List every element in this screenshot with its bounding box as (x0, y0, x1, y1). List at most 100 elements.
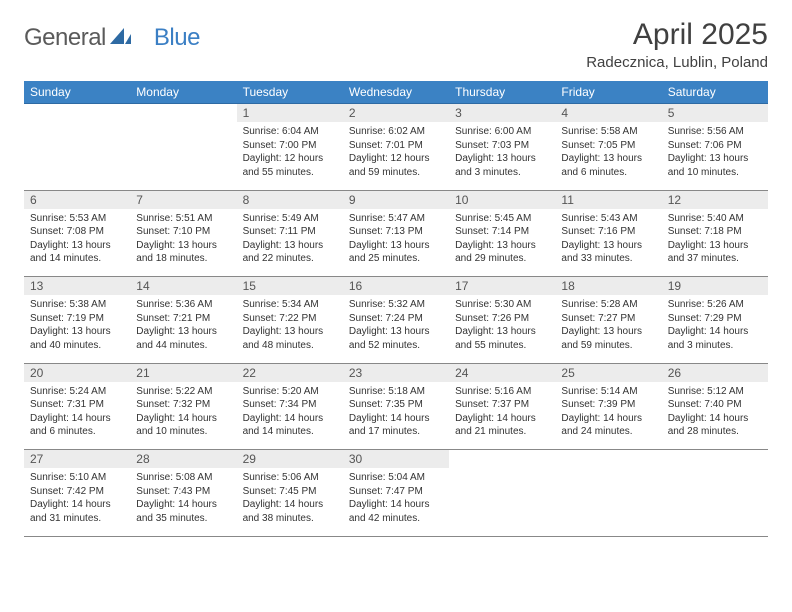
title-block: April 2025 Radecznica, Lublin, Poland (586, 18, 768, 71)
day-number-cell (130, 104, 236, 123)
daylight-text: Daylight: 14 hours and 24 minutes. (561, 412, 655, 439)
weekday-thursday: Thursday (449, 81, 555, 104)
page-header: General Blue April 2025 Radecznica, Lubl… (24, 18, 768, 71)
sunrise-text: Sunrise: 5:16 AM (455, 385, 549, 399)
day-detail-cell: Sunrise: 5:53 AMSunset: 7:08 PMDaylight:… (24, 209, 130, 277)
daylight-text: Daylight: 13 hours and 44 minutes. (136, 325, 230, 352)
day-number-cell: 14 (130, 277, 236, 296)
day-detail-cell: Sunrise: 5:22 AMSunset: 7:32 PMDaylight:… (130, 382, 236, 450)
day-number-cell: 22 (237, 363, 343, 382)
day-detail-cell: Sunrise: 5:36 AMSunset: 7:21 PMDaylight:… (130, 295, 236, 363)
day-detail-cell: Sunrise: 5:49 AMSunset: 7:11 PMDaylight:… (237, 209, 343, 277)
sunset-text: Sunset: 7:31 PM (30, 398, 124, 412)
weekday-tuesday: Tuesday (237, 81, 343, 104)
weekday-friday: Friday (555, 81, 661, 104)
sunset-text: Sunset: 7:16 PM (561, 225, 655, 239)
sunset-text: Sunset: 7:19 PM (30, 312, 124, 326)
day-detail-cell (24, 122, 130, 190)
daylight-text: Daylight: 13 hours and 37 minutes. (668, 239, 762, 266)
sunrise-text: Sunrise: 5:40 AM (668, 212, 762, 226)
day-number-cell: 7 (130, 190, 236, 209)
daylight-text: Daylight: 14 hours and 17 minutes. (349, 412, 443, 439)
day-number-cell: 10 (449, 190, 555, 209)
sunset-text: Sunset: 7:45 PM (243, 485, 337, 499)
day-detail-cell: Sunrise: 5:45 AMSunset: 7:14 PMDaylight:… (449, 209, 555, 277)
daylight-text: Daylight: 13 hours and 14 minutes. (30, 239, 124, 266)
daylight-text: Daylight: 13 hours and 52 minutes. (349, 325, 443, 352)
daylight-text: Daylight: 13 hours and 48 minutes. (243, 325, 337, 352)
sunset-text: Sunset: 7:10 PM (136, 225, 230, 239)
sunset-text: Sunset: 7:32 PM (136, 398, 230, 412)
day-number-cell: 1 (237, 104, 343, 123)
day-number-cell: 25 (555, 363, 661, 382)
day-detail-cell: Sunrise: 5:10 AMSunset: 7:42 PMDaylight:… (24, 468, 130, 536)
weekday-sunday: Sunday (24, 81, 130, 104)
day-detail-cell: Sunrise: 6:00 AMSunset: 7:03 PMDaylight:… (449, 122, 555, 190)
sunrise-text: Sunrise: 5:12 AM (668, 385, 762, 399)
sunrise-text: Sunrise: 5:20 AM (243, 385, 337, 399)
daylight-text: Daylight: 14 hours and 3 minutes. (668, 325, 762, 352)
day-number-cell: 15 (237, 277, 343, 296)
day-number-cell (449, 450, 555, 469)
day-number-cell: 11 (555, 190, 661, 209)
daylight-text: Daylight: 13 hours and 25 minutes. (349, 239, 443, 266)
logo: General Blue (24, 24, 200, 52)
day-number-cell: 29 (237, 450, 343, 469)
sunrise-text: Sunrise: 5:10 AM (30, 471, 124, 485)
sunrise-text: Sunrise: 5:18 AM (349, 385, 443, 399)
day-detail-cell: Sunrise: 5:04 AMSunset: 7:47 PMDaylight:… (343, 468, 449, 536)
day-detail-cell: Sunrise: 5:30 AMSunset: 7:26 PMDaylight:… (449, 295, 555, 363)
day-number-cell (555, 450, 661, 469)
day-number-cell: 13 (24, 277, 130, 296)
day-detail-cell (449, 468, 555, 536)
day-detail-row: Sunrise: 6:04 AMSunset: 7:00 PMDaylight:… (24, 122, 768, 190)
day-number-cell: 28 (130, 450, 236, 469)
sunset-text: Sunset: 7:14 PM (455, 225, 549, 239)
daylight-text: Daylight: 13 hours and 6 minutes. (561, 152, 655, 179)
day-detail-cell: Sunrise: 5:58 AMSunset: 7:05 PMDaylight:… (555, 122, 661, 190)
logo-text-general: General (24, 24, 106, 52)
sunset-text: Sunset: 7:08 PM (30, 225, 124, 239)
sunset-text: Sunset: 7:40 PM (668, 398, 762, 412)
sunrise-text: Sunrise: 5:34 AM (243, 298, 337, 312)
sunset-text: Sunset: 7:27 PM (561, 312, 655, 326)
day-number-cell: 6 (24, 190, 130, 209)
sunset-text: Sunset: 7:24 PM (349, 312, 443, 326)
day-number-cell: 5 (662, 104, 768, 123)
month-title: April 2025 (586, 18, 768, 52)
daylight-text: Daylight: 14 hours and 10 minutes. (136, 412, 230, 439)
daylight-text: Daylight: 14 hours and 31 minutes. (30, 498, 124, 525)
daylight-text: Daylight: 13 hours and 55 minutes. (455, 325, 549, 352)
sunset-text: Sunset: 7:13 PM (349, 225, 443, 239)
sunrise-text: Sunrise: 5:47 AM (349, 212, 443, 226)
day-detail-cell: Sunrise: 5:20 AMSunset: 7:34 PMDaylight:… (237, 382, 343, 450)
day-detail-cell: Sunrise: 5:47 AMSunset: 7:13 PMDaylight:… (343, 209, 449, 277)
day-detail-row: Sunrise: 5:38 AMSunset: 7:19 PMDaylight:… (24, 295, 768, 363)
weekday-wednesday: Wednesday (343, 81, 449, 104)
day-number-cell: 26 (662, 363, 768, 382)
day-detail-cell: Sunrise: 6:02 AMSunset: 7:01 PMDaylight:… (343, 122, 449, 190)
sunrise-text: Sunrise: 5:45 AM (455, 212, 549, 226)
sunset-text: Sunset: 7:37 PM (455, 398, 549, 412)
sunrise-text: Sunrise: 5:43 AM (561, 212, 655, 226)
sunset-text: Sunset: 7:21 PM (136, 312, 230, 326)
weekday-header-row: Sunday Monday Tuesday Wednesday Thursday… (24, 81, 768, 104)
sunrise-text: Sunrise: 5:14 AM (561, 385, 655, 399)
sunset-text: Sunset: 7:26 PM (455, 312, 549, 326)
sunset-text: Sunset: 7:00 PM (243, 139, 337, 153)
sunset-text: Sunset: 7:29 PM (668, 312, 762, 326)
sunset-text: Sunset: 7:03 PM (455, 139, 549, 153)
day-detail-cell: Sunrise: 6:04 AMSunset: 7:00 PMDaylight:… (237, 122, 343, 190)
logo-text-blue: Blue (154, 24, 200, 52)
day-number-cell: 16 (343, 277, 449, 296)
day-detail-cell: Sunrise: 5:14 AMSunset: 7:39 PMDaylight:… (555, 382, 661, 450)
daylight-text: Daylight: 13 hours and 40 minutes. (30, 325, 124, 352)
sunrise-text: Sunrise: 5:58 AM (561, 125, 655, 139)
day-number-cell: 8 (237, 190, 343, 209)
day-detail-cell: Sunrise: 5:08 AMSunset: 7:43 PMDaylight:… (130, 468, 236, 536)
sunrise-text: Sunrise: 6:02 AM (349, 125, 443, 139)
day-number-cell: 2 (343, 104, 449, 123)
day-number-cell: 20 (24, 363, 130, 382)
day-number-cell: 17 (449, 277, 555, 296)
sunrise-text: Sunrise: 5:28 AM (561, 298, 655, 312)
